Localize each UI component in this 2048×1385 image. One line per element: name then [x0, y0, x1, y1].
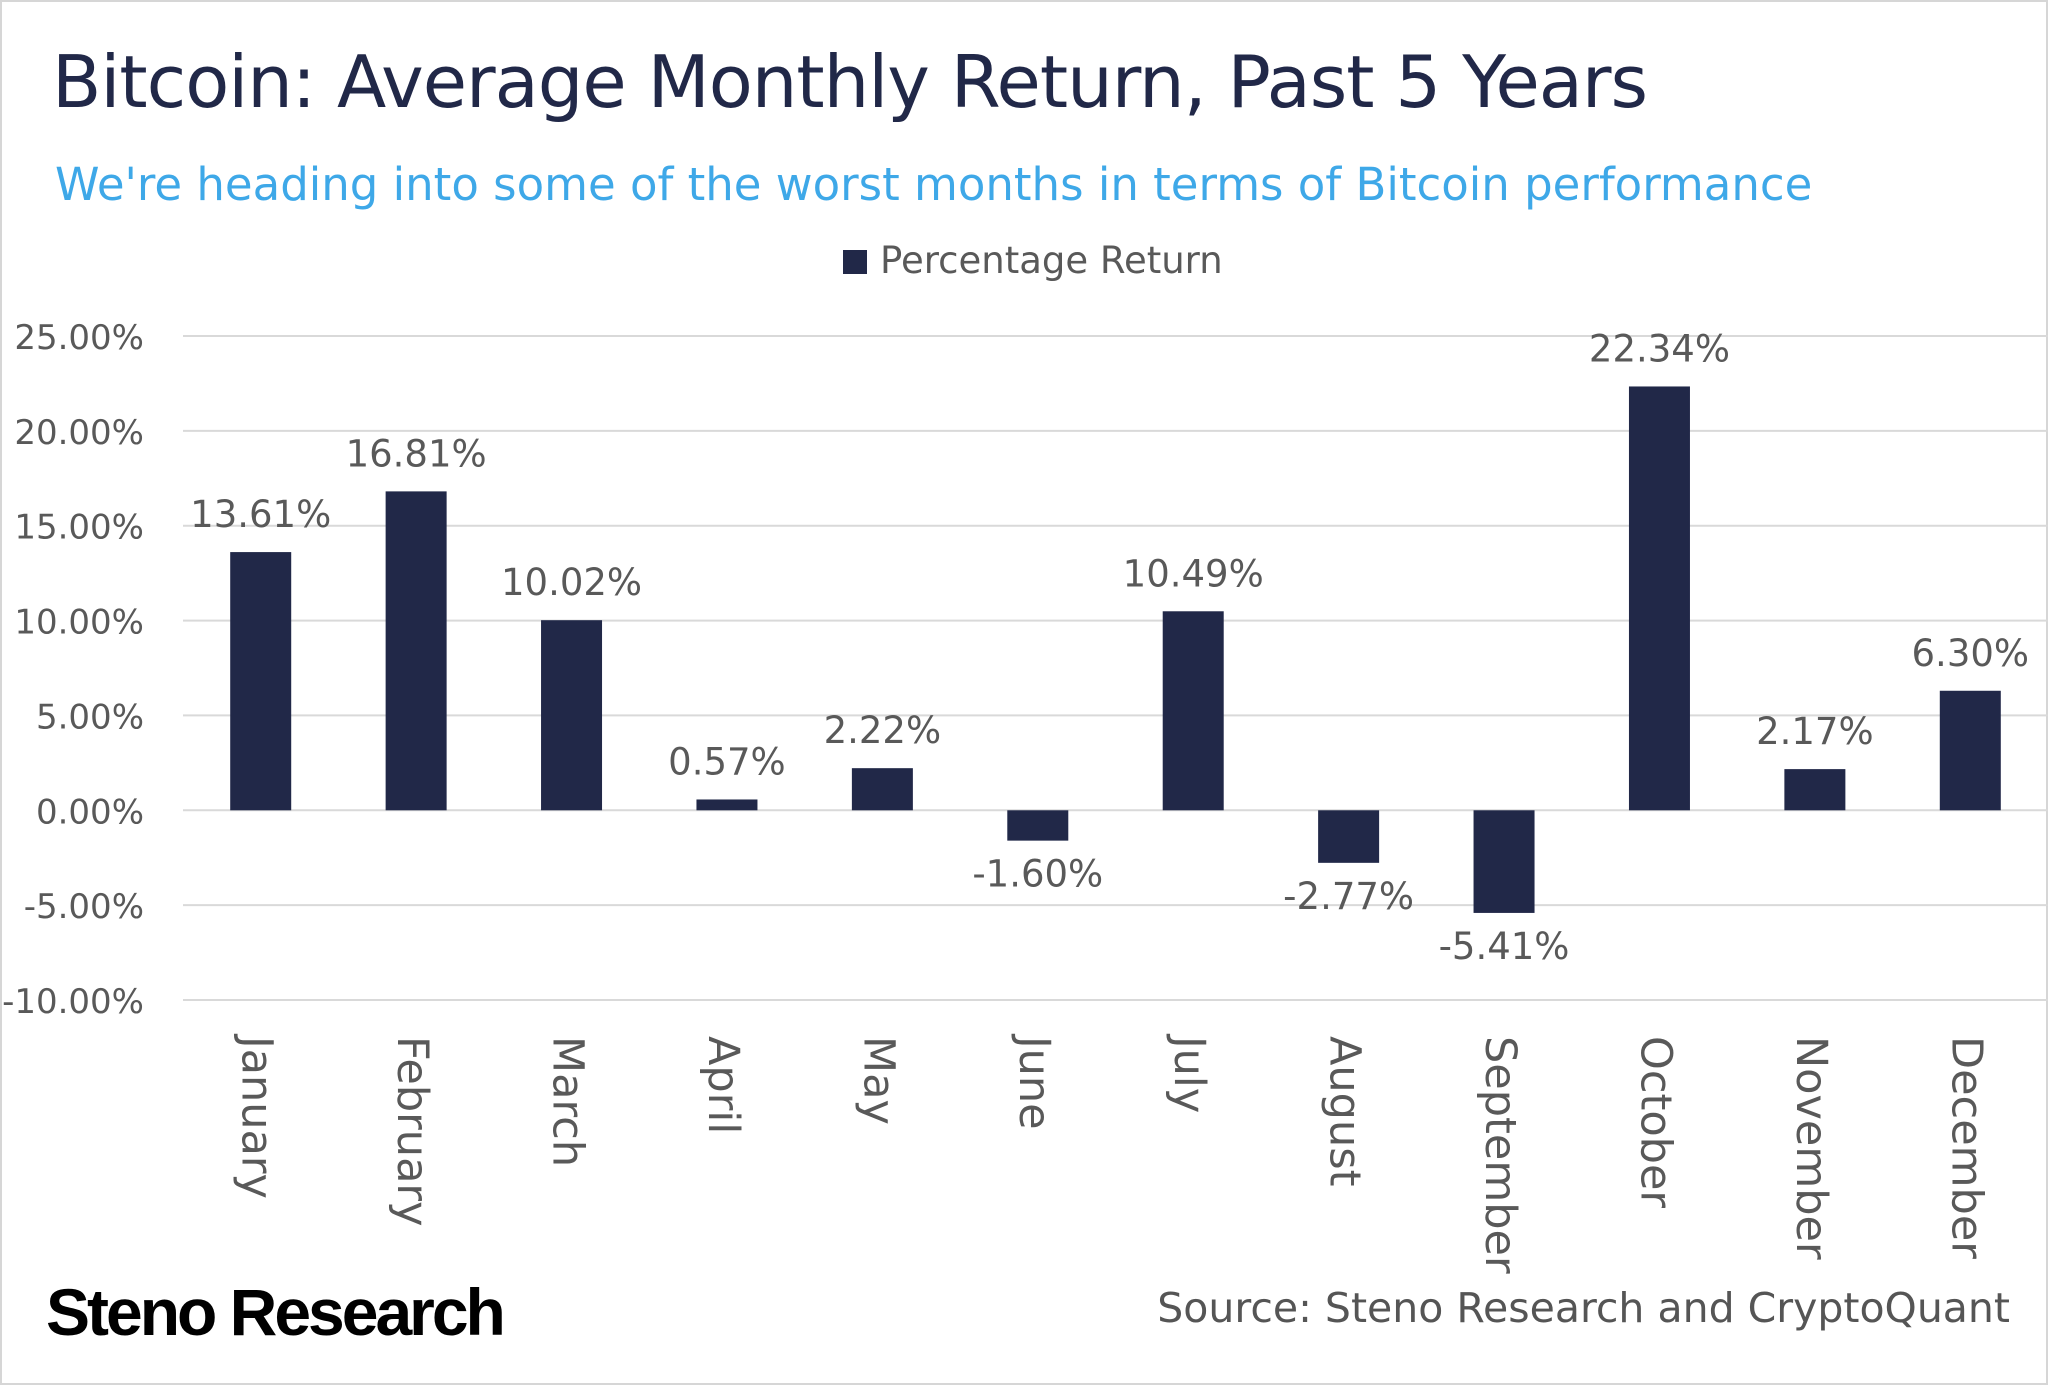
data-label: 2.17% [1756, 710, 1874, 753]
x-tick-label: April [698, 1036, 748, 1134]
bar [1939, 690, 2001, 811]
y-tick-label: 15.00% [14, 508, 144, 548]
x-tick-label: March [543, 1036, 593, 1167]
x-tick-label: September [1475, 1036, 1525, 1274]
bar [230, 552, 292, 811]
bar [696, 799, 758, 811]
data-label: 16.81% [346, 432, 487, 475]
x-tick-label: June [1009, 1033, 1059, 1130]
data-label: 0.57% [668, 740, 786, 783]
x-tick-label: January [232, 1033, 282, 1199]
y-tick-label: 5.00% [36, 697, 144, 737]
bar [1318, 810, 1380, 863]
x-tick-label: August [1320, 1036, 1370, 1186]
y-tick-label: 0.00% [36, 792, 144, 832]
data-label: 6.30% [1912, 632, 2030, 675]
x-tick-label: July [1164, 1033, 1214, 1113]
data-label: -2.77% [1283, 875, 1414, 918]
x-tick-label: October [1630, 1036, 1680, 1208]
y-tick-label: 10.00% [14, 603, 144, 643]
data-label: 2.22% [824, 709, 942, 752]
bar [851, 768, 913, 811]
bar [385, 491, 447, 811]
data-label: 22.34% [1589, 327, 1730, 370]
y-tick-label: 20.00% [14, 413, 144, 453]
data-label: 13.61% [190, 493, 331, 536]
x-tick-label: November [1786, 1036, 1836, 1260]
bar [1473, 810, 1535, 913]
legend-label: Percentage Return [880, 239, 1223, 282]
source-note: Source: Steno Research and CryptoQuant [1157, 1284, 2010, 1332]
bar [1007, 810, 1069, 841]
x-tick-label: May [853, 1036, 903, 1125]
legend-swatch [843, 250, 867, 274]
y-tick-label: 25.00% [14, 318, 144, 358]
data-label: 10.02% [501, 561, 642, 604]
bar [1628, 386, 1690, 811]
bar [1162, 611, 1224, 811]
data-label: 10.49% [1123, 552, 1264, 595]
steno-research-logo: Steno Research [46, 1275, 506, 1349]
chart-title: Bitcoin: Average Monthly Return, Past 5 … [52, 40, 1648, 124]
bar [1784, 769, 1846, 811]
y-tick-label: -10.00% [2, 982, 144, 1022]
x-tick-label: December [1941, 1036, 1991, 1259]
chart-subtitle: We're heading into some of the worst mon… [55, 158, 1813, 211]
x-tick-label: February [387, 1036, 437, 1227]
data-label: -5.41% [1439, 925, 1570, 968]
y-tick-label: -5.00% [24, 887, 144, 927]
data-label: -1.60% [972, 853, 1103, 896]
bar [541, 620, 603, 811]
